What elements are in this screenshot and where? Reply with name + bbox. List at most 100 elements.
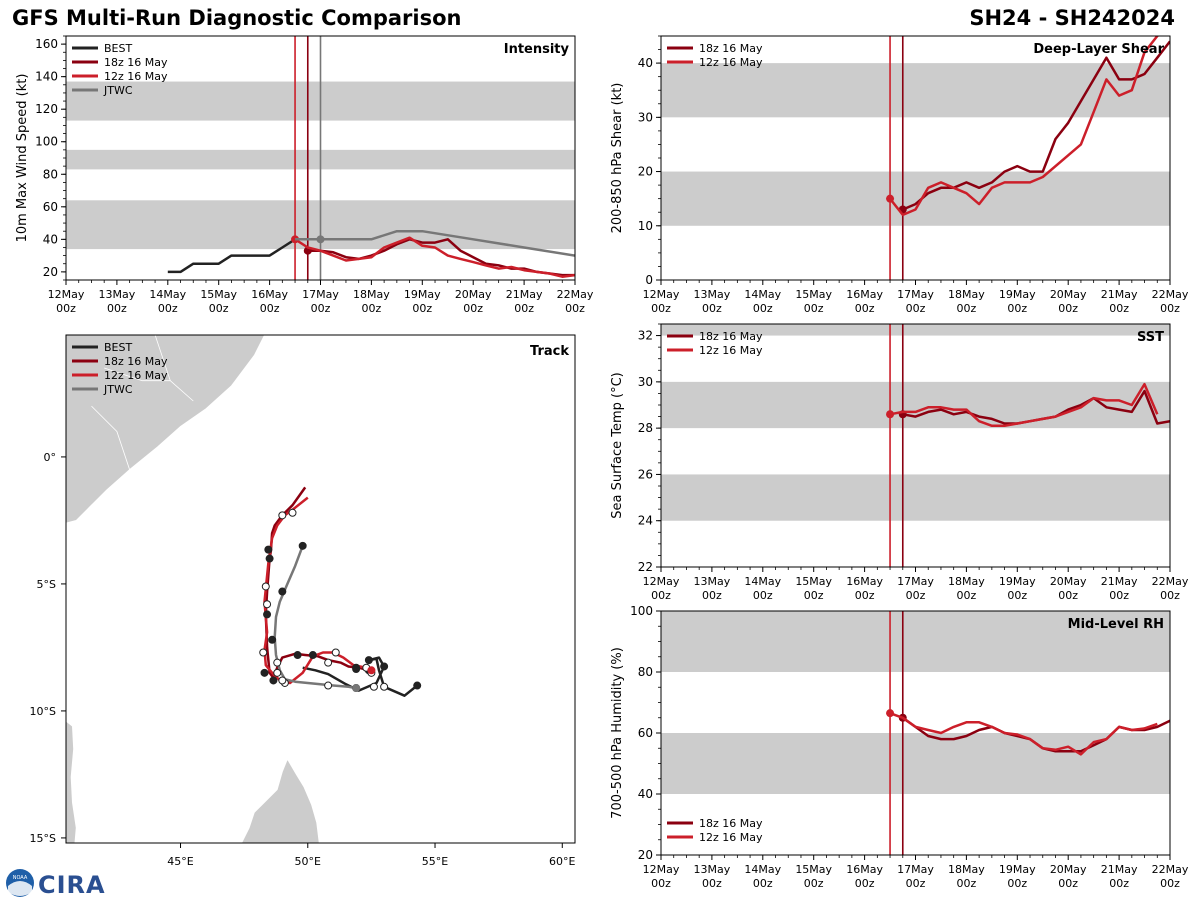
series-line-jtwc (295, 229, 575, 257)
track-point-jtwc (278, 587, 287, 596)
y-tick-label: 20 (638, 165, 653, 179)
x-tick-label-hour: 00z (412, 302, 432, 315)
track-point-run18z (308, 651, 317, 660)
track-point-run18z (352, 663, 361, 672)
series-line-run12z (294, 236, 575, 278)
y-tick-label: 20 (638, 848, 653, 862)
x-tick-label-hour: 00z (311, 302, 331, 315)
x-tick-label-day: 13May (99, 288, 136, 301)
threshold-band (661, 63, 1170, 118)
track-point-run12z (259, 648, 268, 657)
x-tick-label-hour: 00z (753, 589, 773, 602)
x-tick-label-day: 21May (1101, 575, 1138, 588)
storm-id-title: SH24 - SH242024 (969, 6, 1175, 30)
y-tick-label: 40 (43, 232, 58, 246)
x-tick-label-day: 12May (643, 863, 680, 876)
x-tick-label-hour: 00z (1160, 302, 1180, 315)
track-point-jtwc (298, 541, 307, 550)
plot-frame (660, 323, 1171, 568)
x-tick-label-hour: 00z (1058, 589, 1078, 602)
y-tick-label: 20 (43, 265, 58, 279)
x-tick-label-hour: 00z (565, 302, 585, 315)
track-line-jtwc (273, 545, 357, 690)
x-tick-label-day: 19May (999, 863, 1036, 876)
x-tick-label-day: 20May (455, 288, 492, 301)
x-tick-label-day: 21May (1101, 863, 1138, 876)
track-point-best (364, 656, 373, 665)
cira-logo-text: CIRA (38, 871, 106, 899)
track-point-run18z (260, 668, 269, 677)
series-line-best (167, 238, 296, 274)
y-tick-label: 140 (35, 70, 58, 84)
track-line-best (302, 656, 418, 697)
track-point-run12z (331, 648, 340, 657)
x-tick-label-day: 13May (694, 288, 731, 301)
x-tick-label-hour: 00z (1058, 877, 1078, 890)
track-point-jtwc (380, 682, 389, 691)
x-tick-label-hour: 00z (804, 877, 824, 890)
y-tick-label: 30 (638, 110, 653, 124)
track-point-run18z (263, 610, 272, 619)
x-tick-label-hour: 00z (753, 302, 773, 315)
x-tick-label-hour: 00z (906, 589, 926, 602)
x-tick-label-hour: 00z (957, 302, 977, 315)
panel-sst: 22242628303212May00z13May00z14May00z15Ma… (610, 323, 1189, 602)
track-start-marker (367, 666, 376, 675)
track-point-jtwc (278, 676, 287, 685)
y-tick-label: 22 (638, 560, 653, 574)
x-tick-label-hour: 00z (260, 302, 280, 315)
x-tick-label-day: 20May (1050, 863, 1087, 876)
x-tick-label-hour: 00z (1109, 877, 1129, 890)
track-jtwc-marker (352, 684, 361, 693)
panel-intensity: 2040608010012014016012May00z13May00z14Ma… (15, 35, 594, 315)
x-tick-label-day: 19May (404, 288, 441, 301)
x-tick-label-day: 14May (149, 288, 186, 301)
legend-label-run18z: 18z 16 May (104, 56, 168, 69)
track-line-run12z (263, 496, 373, 685)
x-tick-label-hour: 00z (107, 302, 127, 315)
y-tick-label: 160 (35, 37, 58, 51)
track-point-jtwc (273, 658, 282, 667)
x-tick-label-hour: 00z (1109, 589, 1129, 602)
y-tick-label: 40 (638, 56, 653, 70)
land-mass (66, 335, 265, 524)
y-tick-label: 28 (638, 421, 653, 435)
x-tick-label-day: 20May (1050, 575, 1087, 588)
y-tick-label: 30 (638, 375, 653, 389)
y-tick-label: 60 (43, 200, 58, 214)
track-line-run18z (264, 486, 370, 680)
series-line-run12z (889, 712, 1158, 756)
track-point-jtwc (369, 682, 378, 691)
x-tick-label-day: 17May (302, 288, 339, 301)
x-tick-label-hour: 00z (651, 877, 671, 890)
track-point-run18z (269, 676, 278, 685)
threshold-band (661, 381, 1170, 429)
x-tick-label-hour: 00z (855, 302, 875, 315)
noaa-logo-text: NOAA (13, 875, 28, 881)
x-tick-label-day: 12May (48, 288, 85, 301)
threshold-band (661, 324, 1170, 336)
x-tick-label-day: 17May (897, 288, 934, 301)
series-line-run12z (889, 36, 1160, 217)
figure-title: GFS Multi-Run Diagnostic Comparison (12, 6, 462, 30)
x-tick-label-day: 15May (200, 288, 237, 301)
track-point-best (413, 681, 422, 690)
panel-title: Track (530, 344, 569, 359)
panel-rh: 2040608010012May00z13May00z14May00z15May… (610, 604, 1189, 890)
threshold-band (661, 611, 1170, 672)
x-tick-label-day: 17May (897, 863, 934, 876)
track-point-run18z (293, 651, 302, 660)
x-tick-label-day: 18May (948, 863, 985, 876)
x-tick-label-hour: 00z (1058, 302, 1078, 315)
x-tick-label-day: 16May (251, 288, 288, 301)
series-marker-run12z (886, 194, 895, 203)
lon-tick-label: 45°E (167, 855, 193, 868)
lat-tick-label: 0° (44, 451, 57, 464)
x-tick-label-day: 13May (694, 863, 731, 876)
x-tick-label-day: 12May (643, 575, 680, 588)
panel-shear: 01020304012May00z13May00z14May00z15May00… (610, 35, 1189, 315)
lat-tick-label: 10°S (30, 705, 56, 718)
x-tick-label-day: 19May (999, 288, 1036, 301)
x-tick-label-hour: 00z (1160, 589, 1180, 602)
x-tick-label-hour: 00z (753, 877, 773, 890)
